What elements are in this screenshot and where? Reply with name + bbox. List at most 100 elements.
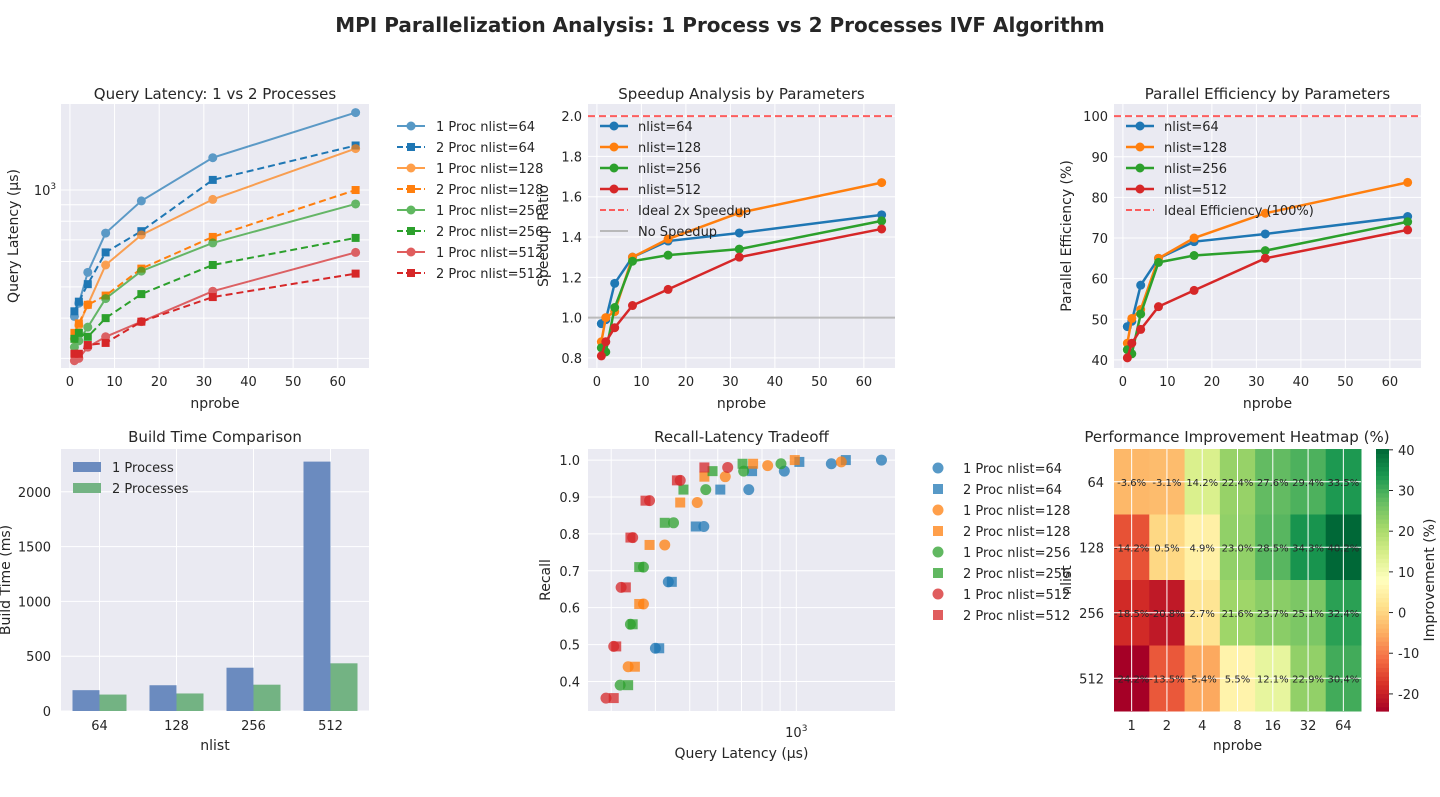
data-point (690, 521, 701, 532)
y-tick-label: 256 (1079, 607, 1104, 622)
cell-label: 28.5% (1257, 543, 1289, 554)
colorbar-segment (1376, 667, 1389, 673)
data-point (1136, 309, 1146, 319)
x-tick-label: 32 (1300, 719, 1317, 734)
cell-label: -20.8% (1149, 609, 1184, 620)
colorbar-tick-label: 20 (1398, 525, 1415, 540)
data-point (351, 144, 361, 154)
build-time-y-axis-label: Build Time (ms) (0, 525, 14, 635)
colorbar-segment (1376, 514, 1389, 520)
legend-label: nlist=64 (1164, 120, 1219, 135)
latency-x-axis-label: nprobe (190, 396, 239, 412)
legend-marker (407, 185, 415, 193)
data-point (877, 216, 887, 226)
colorbar-segment (1376, 466, 1389, 472)
y-tick-label: 50 (1091, 313, 1108, 328)
data-point (1403, 225, 1413, 235)
legend-marker (933, 610, 943, 620)
data-point (707, 466, 718, 477)
data-point (1403, 177, 1413, 187)
legend-label: 1 Proc nlist=256 (436, 204, 543, 219)
data-point (351, 199, 361, 209)
y-tick-label: 90 (1091, 151, 1108, 166)
data-point (877, 224, 887, 234)
x-tick-label: 10 (106, 375, 123, 390)
data-point (601, 313, 611, 323)
y-tick-label: 2.0 (561, 110, 582, 125)
x-tick-label: 0 (593, 375, 601, 390)
colorbar-segment (1376, 492, 1389, 498)
data-point (69, 342, 79, 352)
legend-marker (932, 546, 944, 558)
bar (149, 685, 177, 711)
x-tick-label: 64 (91, 719, 108, 734)
colorbar-segment (1376, 601, 1389, 607)
colorbar-segment (1376, 536, 1389, 542)
colorbar-segment (1376, 676, 1389, 682)
data-point (137, 317, 146, 326)
colorbar-segment (1376, 475, 1389, 481)
y-tick-label: 0.8 (559, 528, 580, 543)
colorbar-segment (1376, 697, 1389, 703)
data-point (83, 341, 92, 350)
data-point (1189, 285, 1199, 295)
legend-entry (397, 185, 425, 193)
y-tick-label: 1.6 (561, 191, 582, 206)
y-tick-label: 0.5 (559, 639, 580, 654)
data-point (351, 247, 361, 257)
x-tick-label: 50 (285, 375, 302, 390)
colorbar-segment (1376, 505, 1389, 511)
legend-entry (397, 227, 425, 235)
colorbar-segment (1376, 628, 1389, 633)
colorbar-segment (1376, 593, 1389, 599)
legend-label: 2 Proc nlist=512 (436, 267, 543, 282)
legend-marker (1135, 142, 1145, 152)
data-point (659, 517, 670, 528)
bar (253, 684, 281, 711)
legend-marker (407, 143, 415, 151)
cell-label: -3.6% (1117, 478, 1146, 489)
data-point (627, 301, 637, 311)
data-point (699, 471, 710, 482)
cell-label: 34.3% (1292, 543, 1324, 554)
y-tick-label: 1.2 (561, 271, 582, 286)
data-point (136, 266, 146, 276)
legend-marker (406, 163, 416, 173)
data-point (1153, 257, 1163, 267)
colorbar-segment (1376, 619, 1389, 625)
data-point (208, 260, 217, 269)
data-point (743, 484, 755, 496)
x-tick-label: 64 (1335, 719, 1352, 734)
legend-label: nlist=512 (638, 183, 701, 198)
colorbar-segment (1376, 641, 1389, 647)
data-point (654, 643, 665, 654)
colorbar-segment (1376, 706, 1389, 712)
data-point (1403, 217, 1413, 227)
legend-marker (406, 205, 416, 215)
y-tick-label: 70 (1091, 232, 1108, 247)
data-point (74, 349, 83, 358)
data-point (640, 495, 651, 506)
heatmap-x-axis-label: nprobe (1213, 738, 1262, 754)
x-tick-label: 20 (1204, 375, 1221, 390)
x-tick-label: 256 (241, 719, 266, 734)
x-tick-label: 60 (856, 375, 873, 390)
colorbar-segment (1376, 497, 1389, 502)
data-point (610, 303, 620, 313)
x-tick-label: 30 (196, 375, 213, 390)
legend-entry (397, 163, 425, 173)
legend-label: 1 Proc nlist=512 (436, 246, 543, 261)
colorbar-segment (1376, 571, 1389, 577)
cell-label: 5.5% (1225, 674, 1250, 685)
cell-label: 27.6% (1257, 478, 1289, 489)
data-point (671, 475, 682, 486)
legend-label: Ideal 2x Speedup (638, 204, 751, 219)
legend-label: 1 Process (112, 461, 174, 476)
colorbar-segment (1376, 562, 1389, 568)
legend-label: 1 Proc nlist=512 (963, 588, 1070, 603)
y-tick-label: 2000 (18, 486, 51, 501)
cell-label: 22.9% (1292, 674, 1324, 685)
legend-marker (933, 484, 943, 494)
colorbar-segment (1376, 558, 1389, 564)
efficiency-x-axis-label: nprobe (1243, 396, 1292, 412)
